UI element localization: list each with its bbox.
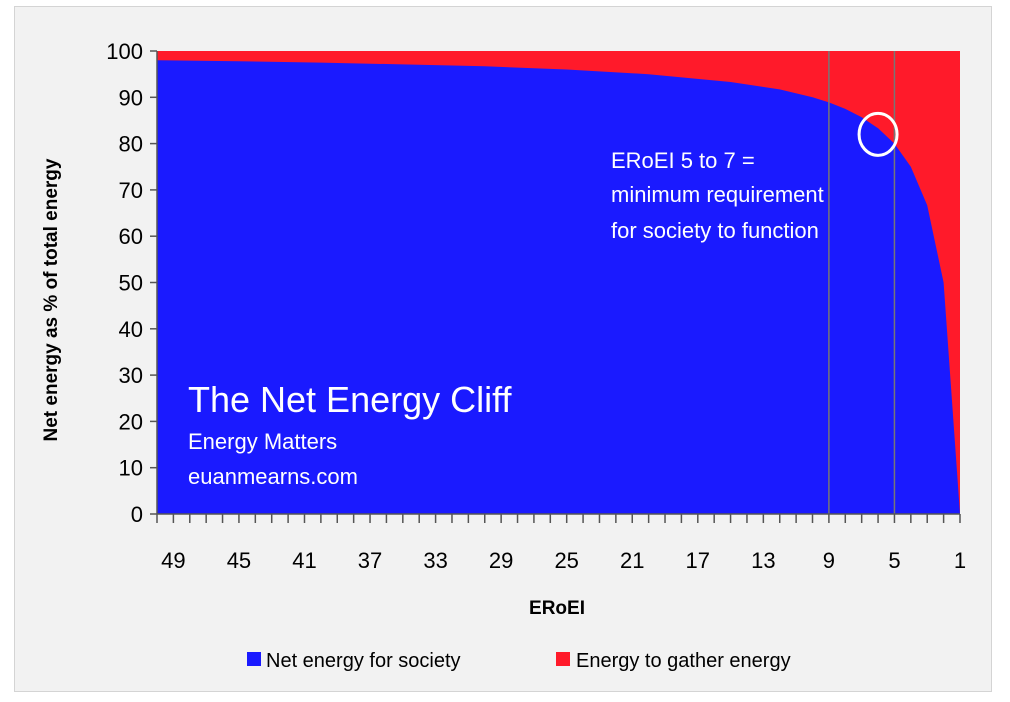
legend-swatch-energy-to-gather xyxy=(556,652,570,666)
net-energy-area xyxy=(157,60,960,515)
y-tick-label: 40 xyxy=(119,317,143,342)
x-tick-label: 13 xyxy=(751,548,775,573)
annotation-line-2: minimum requirement xyxy=(611,182,824,207)
subtitle-line-1: Energy Matters xyxy=(188,429,337,454)
x-tick-label: 49 xyxy=(161,548,185,573)
y-tick-label: 90 xyxy=(119,85,143,110)
x-tick-label: 1 xyxy=(954,548,966,573)
x-tick-label: 25 xyxy=(554,548,578,573)
y-axis-title: Net energy as % of total energy xyxy=(41,158,62,441)
highlight-circle xyxy=(857,111,899,157)
legend: Net energy for society Energy to gather … xyxy=(247,650,791,672)
x-tick-label: 5 xyxy=(888,548,900,573)
y-tick-label: 10 xyxy=(119,456,143,481)
x-tick-label: 29 xyxy=(489,548,513,573)
x-tick-label: 21 xyxy=(620,548,644,573)
legend-label-net-energy: Net energy for society xyxy=(266,650,461,672)
x-tick-label: 17 xyxy=(686,548,710,573)
legend-label-energy-to-gather: Energy to gather energy xyxy=(576,650,791,672)
y-tick-label: 0 xyxy=(131,502,143,527)
legend-swatch-net-energy xyxy=(247,652,261,666)
annotation-line-1: ERoEI 5 to 7 = xyxy=(611,148,755,173)
y-tick-label: 20 xyxy=(119,409,143,434)
x-tick-label: 45 xyxy=(227,548,251,573)
annotation-line-3: for society to function xyxy=(611,218,819,243)
subtitle-line-2: euanmearns.com xyxy=(188,464,358,489)
y-tick-label: 80 xyxy=(119,132,143,157)
y-tick-label: 50 xyxy=(119,271,143,296)
y-tick-label: 30 xyxy=(119,363,143,388)
x-tick-label: 37 xyxy=(358,548,382,573)
x-tick-label: 33 xyxy=(423,548,447,573)
y-tick-label: 70 xyxy=(119,178,143,203)
x-axis-title: ERoEI xyxy=(529,598,585,619)
x-tick-label: 41 xyxy=(292,548,316,573)
y-tick-label: 60 xyxy=(119,224,143,249)
chart-title: The Net Energy Cliff xyxy=(188,379,512,420)
x-tick-label: 9 xyxy=(823,548,835,573)
y-tick-label: 100 xyxy=(106,39,143,64)
